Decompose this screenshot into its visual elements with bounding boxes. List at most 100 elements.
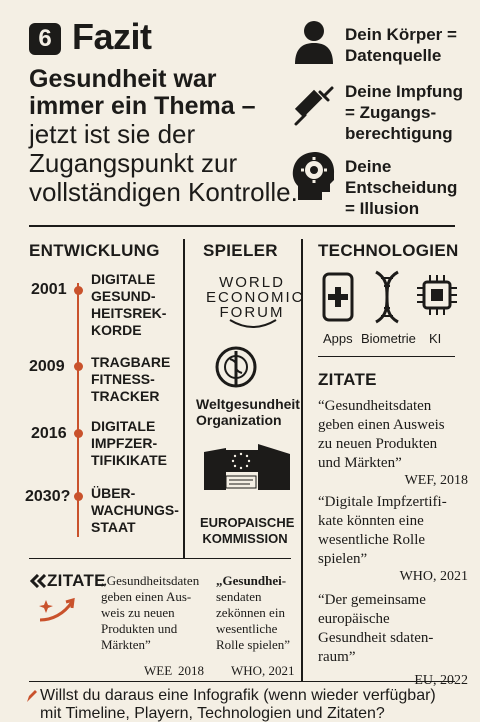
timeline-label: ÜBER- WACHUNGS- STAAT [91,485,179,536]
quote-line: geben einen Aus- [101,589,192,604]
timeline-label-line: IMPFZER- [91,435,158,451]
phone-plus-icon [322,272,354,322]
wef-arc-icon [229,319,277,328]
point-decision: Deine Entscheidung = Illusion [345,156,475,219]
timeline-label-line: KORDE [91,322,142,338]
quote-line: „Gesundheitsdaten [101,573,200,588]
quote-source: WEF, 2018 [404,473,468,488]
quote-wef: “Gesundheitsdaten geben einen Ausweis zu… [318,397,468,489]
timeline-label: DIGITALE IMPFZER- TIFIKIKATE [91,418,167,469]
quote-line: “Gesundheitsdaten [318,398,432,414]
quote-source: EU, 2022 [414,673,468,688]
footer-line: Willst du daraus eine Infografik (wenn w… [40,687,436,704]
quote-line: “Digitale Impfzertifi- [318,494,447,510]
tech-label: KI [429,331,442,346]
quote-source: WHO, 2021 [231,663,295,678]
page-title: Fazit [72,16,152,57]
footer-line: mit Timeline, Playern, Technologien und … [40,705,385,722]
eu-commission-text: EUROPAISCHE KOMMISSION [200,515,295,547]
quote-line: wesentliche Rolle [318,532,426,548]
bottom-quote-wef: „Gesundheitsdaten geben einen Aus- weis … [101,573,209,653]
timeline-year: 2001 [31,281,67,298]
headline-line: jetzt ist sie der [29,119,196,149]
timeline-year: 2009 [29,358,65,375]
quote-line: Produkten und [101,621,178,636]
eu-logo-line: KOMMISSION [202,531,288,546]
eu-logo-line: EUROPAISCHE [200,515,295,530]
dna-icon [375,270,399,324]
quote-source: WEE [144,663,173,678]
quote-line: weis zu neuen [101,605,175,620]
timeline-line [77,283,79,537]
bottom-quotes-title: ZITATE [47,571,106,590]
divider [29,225,455,227]
timeline-dot [74,362,83,371]
quote-line: wesentliche [216,621,278,636]
footer-question: Willst du daraus eine Infografik (wenn w… [40,687,480,722]
wef-logo-text: ECONOMIC [206,289,305,306]
timeline-label: DIGITALE GESUND- HEITSREK- KORDE [91,271,166,339]
point-line: = Zugangs- [345,103,437,122]
point-line: Deine Impfung [345,82,464,101]
wef-logo-text: FORUM [219,304,285,321]
head-gear-icon [292,152,335,200]
quotes-title: ZITATE [318,370,377,389]
point-body-data: Dein Körper = Datenquelle [345,24,475,66]
timeline-label-line: TRACKER [91,388,160,404]
timeline-year: 2030? [25,488,71,505]
eu-commission-logo-icon [204,444,290,490]
headline-line: Gesundheit war [29,65,217,93]
timeline-label-line: DIGITALE [91,271,156,287]
quote-line: zu neuen Produkten [318,436,438,452]
timeline-label-line: DIGITALE [91,418,156,434]
tech-label: Biometrie [361,331,416,346]
quote-line: zekönnen ein [216,605,285,620]
quote-line: Märkten” [101,637,151,652]
syringe-icon [294,86,334,126]
quote-who: “Digitale Impfzertifi- kate könnten eine… [318,493,468,585]
timeline-year: 2016 [31,425,67,442]
timeline-label-line: STAAT [91,519,136,535]
who-emblem-icon [215,346,257,388]
quote-line: sendaten [216,589,262,604]
quote-line: “Der gemeinsame [318,592,426,608]
pen-icon [27,690,37,702]
quote-line: geben einen Ausweis [318,417,445,433]
timeline-label-line: ÜBER- [91,485,136,501]
quote-line: kate könnten eine [318,513,424,529]
quote-line: und Märkten” [318,455,402,471]
development-title: ENTWICKLUNG [29,241,160,260]
quote-source: WHO, 2021 [399,569,468,584]
timeline-label-line: HEITSREK- [91,305,167,321]
quote-line: Rolle spielen” [216,637,291,652]
point-line: Entscheidung [345,178,458,197]
who-logo-line: Organization [196,412,282,428]
wef-logo-text: WORLD [219,274,285,291]
quote-line: spielen” [318,551,368,567]
who-logo-text: Weltgesundheit Organization [196,396,300,428]
headline-line: vollständigen Kontrolle. [29,177,298,207]
timeline-label-line: TRAGBARE [91,354,171,370]
double-chevron-icon [30,574,46,588]
point-line: Deine [345,157,392,176]
person-icon [295,21,333,64]
chip-icon [417,275,457,315]
timeline-dot [74,286,83,295]
headline-line: Zugangspunkt zur [29,148,238,178]
timeline-label-line: FITNESS- [91,371,155,387]
point-line: = Illusion [345,199,420,218]
players-title: SPIELER [203,241,278,260]
quote-eu: “Der gemeinsame europäische Gesundheit s… [318,591,468,689]
timeline-dot [74,429,83,438]
quote-source: 2018 [178,663,204,678]
section-number-badge: 6 [29,23,61,55]
point-line: Dein Körper = [345,25,457,44]
who-logo-line: Weltgesundheit [196,396,300,412]
point-line: Datenquelle [345,46,442,65]
timeline-label-line: GESUND- [91,288,156,304]
divider [318,356,455,357]
wef-logo: WORLD ECONOMIC FORUM [206,274,305,321]
timeline-label-line: WACHUNGS- [91,502,179,518]
quote-line: „Gesundhei- [216,573,287,588]
headline: Gesundheit war immer ein Thema – jetzt i… [29,66,299,207]
